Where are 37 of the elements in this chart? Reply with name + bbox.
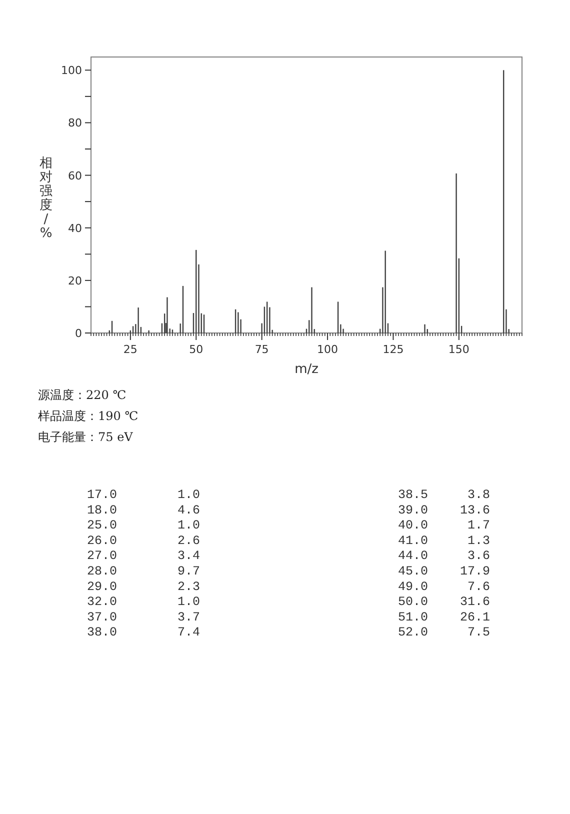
text: 51.0 26.1 [398,610,490,624]
text: 38.5 3.8 [398,488,490,502]
text: 50.0 31.6 [398,595,490,610]
text: 45.0 17.9 [398,564,490,578]
y-tick-label: 20 [68,274,82,288]
y-tick-label: 100 [61,64,82,78]
text: 41.0 1.3 [398,534,490,548]
text: 27.0 3.4 [87,549,200,564]
text: 52.0 7.5 [398,626,490,640]
text: 18.0 4.6 [87,503,200,518]
y-tick-label: 40 [68,222,82,235]
y-tick-label: 0 [75,327,82,340]
text: 29.0 2.3 [87,580,200,594]
x-tick-label: 125 [382,343,404,356]
x-tick-label: 25 [123,343,138,356]
text: 源温度：220 ℃ [38,388,126,402]
text: 32.0 1.0 [87,595,200,610]
text: 37.0 3.7 [87,610,200,624]
text: 39.0 13.6 [398,503,490,518]
x-tick-label: 75 [254,343,269,356]
text: 26.0 2.6 [87,534,200,548]
x-axis-title: m/z [294,362,319,377]
x-tick-label: 150 [448,343,470,356]
text: 49.0 7.6 [398,580,490,594]
text: 28.0 9.7 [87,564,200,578]
text: 电子能量：75 eV [38,430,134,444]
y-tick-label: 80 [68,116,82,130]
x-tick-label: 50 [189,343,204,356]
text: 17.0 1.0 [87,488,200,502]
y-axis-title: 相对强度/% [40,156,52,241]
text: 25.0 1.0 [87,518,200,533]
x-tick-label: 100 [317,343,338,356]
text: 样品温度：190 ℃ [38,409,138,423]
text: 44.0 3.6 [398,549,490,564]
text: 40.0 1.7 [398,518,490,533]
text: 38.0 7.4 [87,626,200,640]
y-tick-label: 60 [68,169,82,182]
